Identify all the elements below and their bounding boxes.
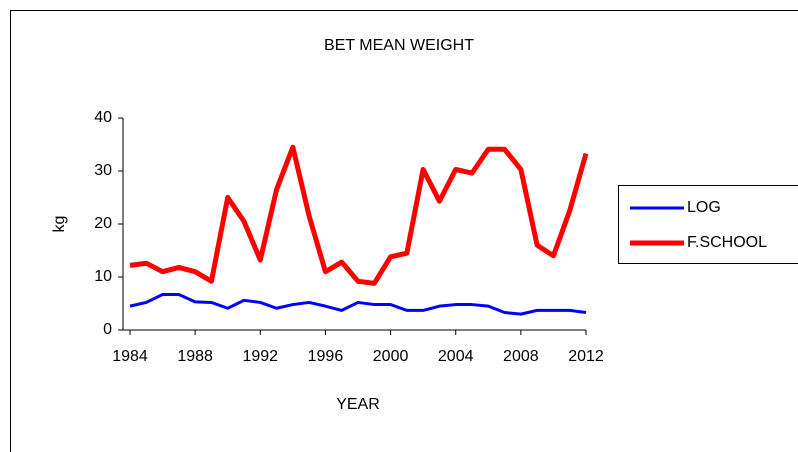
x-tick-label: 1996	[308, 348, 344, 365]
x-axis-label: YEAR	[336, 396, 380, 413]
legend-label: F.SCHOOL	[687, 234, 767, 251]
x-tick-label: 1984	[112, 348, 148, 365]
legend-label: LOG	[687, 199, 721, 216]
data-line	[129, 144, 589, 286]
x-tick-label: 2008	[503, 348, 539, 365]
data-line	[129, 292, 587, 316]
y-tick-label: 30	[94, 162, 112, 179]
y-tick-label: 10	[94, 268, 112, 285]
x-tick-label: 1988	[177, 348, 213, 365]
y-tick-label: 0	[103, 321, 112, 338]
y-tick-label: 20	[94, 215, 112, 232]
x-tick-label: 2000	[373, 348, 409, 365]
chart-title: BET MEAN WEIGHT	[324, 37, 474, 54]
x-tick-label: 2004	[438, 348, 474, 365]
x-tick-label: 1992	[242, 348, 278, 365]
y-tick-label: 40	[94, 109, 112, 126]
y-axis-label: kg	[51, 216, 68, 233]
x-tick-label: 2012	[568, 348, 604, 365]
legend-box	[618, 185, 798, 264]
